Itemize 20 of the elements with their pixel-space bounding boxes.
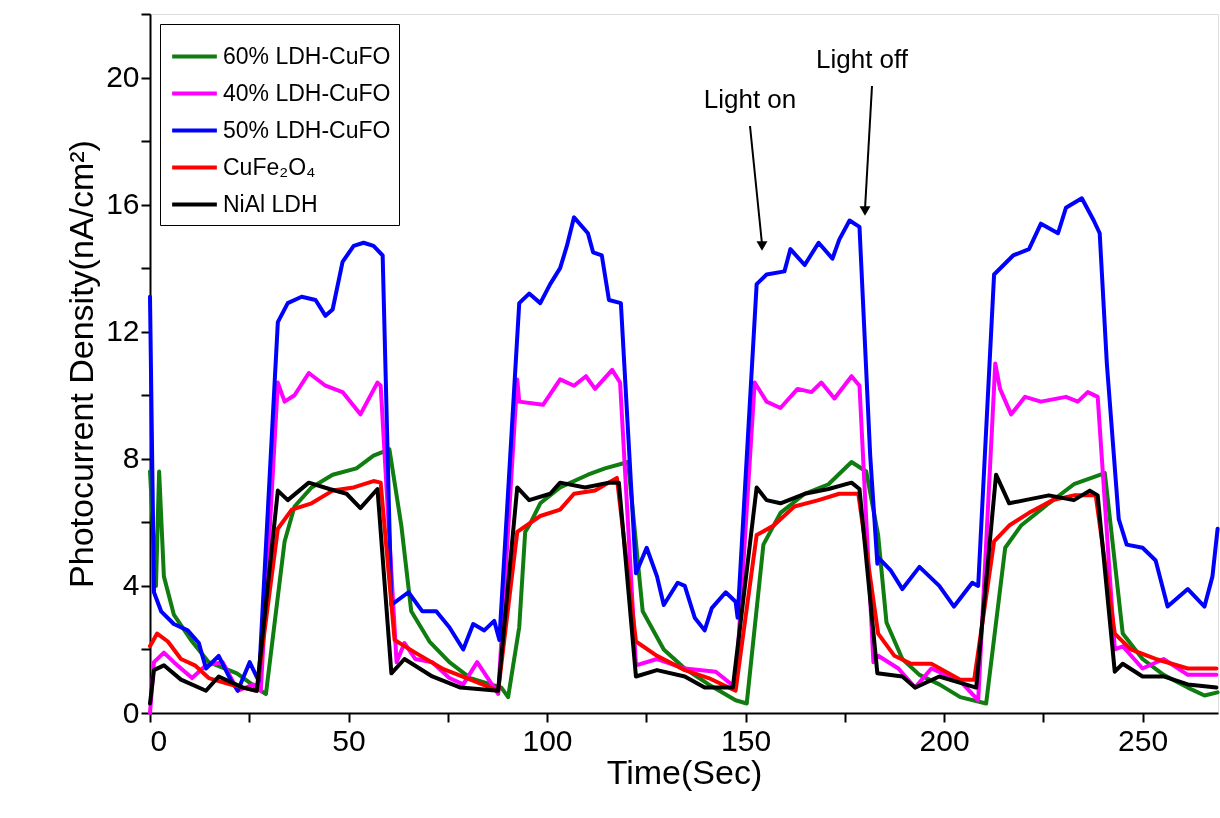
x-tick-label: 200 (919, 723, 970, 757)
x-tick-label: 50 (332, 723, 366, 757)
annotation: Light on (703, 84, 797, 114)
x-tick-label: 100 (522, 723, 573, 757)
y-tick-label: 16 (106, 187, 140, 221)
x-tick-label: 0 (150, 723, 168, 757)
y-tick-label: 8 (122, 441, 140, 475)
y-tick-label: 20 (106, 60, 140, 94)
legend-label: 50% LDH-CuFO (223, 116, 391, 143)
annotation: Light off (815, 44, 909, 74)
x-tick-label: 250 (1118, 723, 1169, 757)
legend-label: CuFe₂O₄ (223, 153, 316, 180)
legend-label: 40% LDH-CuFO (223, 79, 391, 106)
y-tick-label: 0 (122, 695, 140, 729)
legend-label: NiAl LDH (223, 190, 318, 217)
y-tick-label: 12 (106, 314, 140, 348)
line-series (148, 196, 1220, 693)
y-tick-label: 4 (122, 568, 140, 602)
legend-label: 60% LDH-CuFO (223, 42, 391, 69)
y-axis-title: Photocurrent Density(nA/cm²) (62, 140, 101, 588)
